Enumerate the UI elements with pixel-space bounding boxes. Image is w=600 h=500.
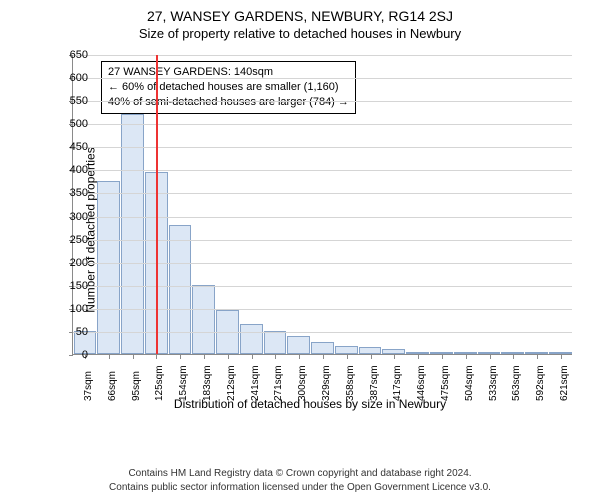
y-tick-label: 50: [58, 326, 88, 338]
footer-attribution: Contains HM Land Registry data © Crown c…: [0, 467, 600, 494]
grid-line: [73, 147, 572, 148]
grid-line: [73, 124, 572, 125]
x-tick-label: 592sqm: [535, 365, 546, 401]
grid-line: [73, 217, 572, 218]
footer-line-2: Contains public sector information licen…: [0, 481, 600, 495]
y-tick-label: 200: [58, 257, 88, 269]
x-tick-mark: [347, 355, 348, 359]
histogram-bar: [525, 352, 548, 354]
y-tick-label: 250: [58, 234, 88, 246]
histogram-bar: [264, 331, 287, 354]
grid-line: [73, 263, 572, 264]
x-tick-mark: [466, 355, 467, 359]
x-tick-mark: [275, 355, 276, 359]
histogram-bar: [549, 352, 572, 354]
x-tick-label: 475sqm: [440, 365, 451, 401]
x-tick-label: 417sqm: [392, 365, 403, 401]
x-tick-mark: [418, 355, 419, 359]
x-tick-label: 300sqm: [297, 365, 308, 401]
histogram-bar: [478, 352, 501, 354]
histogram-bar: [169, 225, 192, 354]
y-tick-label: 400: [58, 164, 88, 176]
y-tick-label: 0: [58, 349, 88, 361]
histogram-bar: [335, 346, 358, 354]
x-tick-label: 533sqm: [488, 365, 499, 401]
histogram-bar: [287, 336, 310, 354]
x-tick-mark: [204, 355, 205, 359]
page-title: 27, WANSEY GARDENS, NEWBURY, RG14 2SJ: [0, 0, 600, 24]
x-tick-mark: [561, 355, 562, 359]
y-tick-label: 650: [58, 49, 88, 61]
y-tick-label: 550: [58, 95, 88, 107]
grid-line: [73, 193, 572, 194]
grid-line: [73, 101, 572, 102]
histogram-bar: [454, 352, 477, 354]
histogram-bar: [359, 347, 382, 354]
x-tick-mark: [180, 355, 181, 359]
x-tick-mark: [109, 355, 110, 359]
histogram-bar: [406, 352, 429, 354]
chart-area: Number of detached properties 27 WANSEY …: [30, 45, 590, 415]
x-tick-label: 212sqm: [226, 365, 237, 401]
y-tick-label: 600: [58, 72, 88, 84]
grid-line: [73, 170, 572, 171]
x-tick-mark: [156, 355, 157, 359]
x-tick-mark: [323, 355, 324, 359]
y-tick-label: 500: [58, 118, 88, 130]
grid-line: [73, 309, 572, 310]
histogram-bar: [97, 181, 120, 354]
callout-box: 27 WANSEY GARDENS: 140sqm ← 60% of detac…: [101, 61, 356, 114]
x-tick-mark: [394, 355, 395, 359]
histogram-bar: [240, 324, 263, 354]
x-tick-label: 271sqm: [273, 365, 284, 401]
x-tick-label: 504sqm: [464, 365, 475, 401]
x-tick-mark: [537, 355, 538, 359]
histogram-bar: [501, 352, 524, 354]
x-axis-label: Distribution of detached houses by size …: [30, 397, 590, 411]
x-tick-label: 329sqm: [321, 365, 332, 401]
x-tick-mark: [490, 355, 491, 359]
x-tick-mark: [442, 355, 443, 359]
x-tick-label: 387sqm: [369, 365, 380, 401]
x-tick-label: 563sqm: [511, 365, 522, 401]
x-tick-mark: [252, 355, 253, 359]
x-tick-mark: [371, 355, 372, 359]
histogram-bar: [382, 349, 405, 354]
x-tick-label: 446sqm: [416, 365, 427, 401]
y-tick-label: 150: [58, 280, 88, 292]
histogram-bar: [311, 342, 334, 354]
x-tick-label: 358sqm: [345, 365, 356, 401]
x-tick-mark: [513, 355, 514, 359]
histogram-bar: [430, 352, 453, 354]
x-tick-mark: [228, 355, 229, 359]
x-tick-mark: [133, 355, 134, 359]
callout-line-2: ← 60% of detached houses are smaller (1,…: [108, 80, 349, 95]
grid-line: [73, 332, 572, 333]
histogram-bar: [192, 285, 215, 354]
histogram-bar: [121, 114, 144, 354]
plot-area: 27 WANSEY GARDENS: 140sqm ← 60% of detac…: [72, 55, 572, 355]
x-tick-label: 183sqm: [202, 365, 213, 401]
page-subtitle: Size of property relative to detached ho…: [0, 24, 600, 45]
marker-line: [156, 55, 158, 354]
y-tick-label: 100: [58, 303, 88, 315]
y-tick-label: 350: [58, 187, 88, 199]
x-tick-mark: [299, 355, 300, 359]
footer-line-1: Contains HM Land Registry data © Crown c…: [0, 467, 600, 481]
grid-line: [73, 78, 572, 79]
y-tick-label: 450: [58, 141, 88, 153]
x-tick-label: 154sqm: [178, 365, 189, 401]
grid-line: [73, 55, 572, 56]
grid-line: [73, 240, 572, 241]
x-tick-label: 621sqm: [559, 365, 570, 401]
y-tick-label: 300: [58, 211, 88, 223]
x-tick-label: 241sqm: [250, 365, 261, 401]
grid-line: [73, 286, 572, 287]
x-tick-label: 125sqm: [154, 365, 165, 401]
